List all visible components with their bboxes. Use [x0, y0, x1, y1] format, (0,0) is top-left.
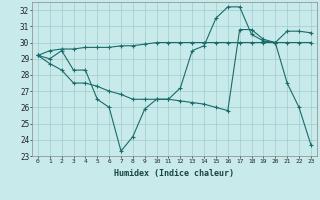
X-axis label: Humidex (Indice chaleur): Humidex (Indice chaleur) — [115, 169, 234, 178]
